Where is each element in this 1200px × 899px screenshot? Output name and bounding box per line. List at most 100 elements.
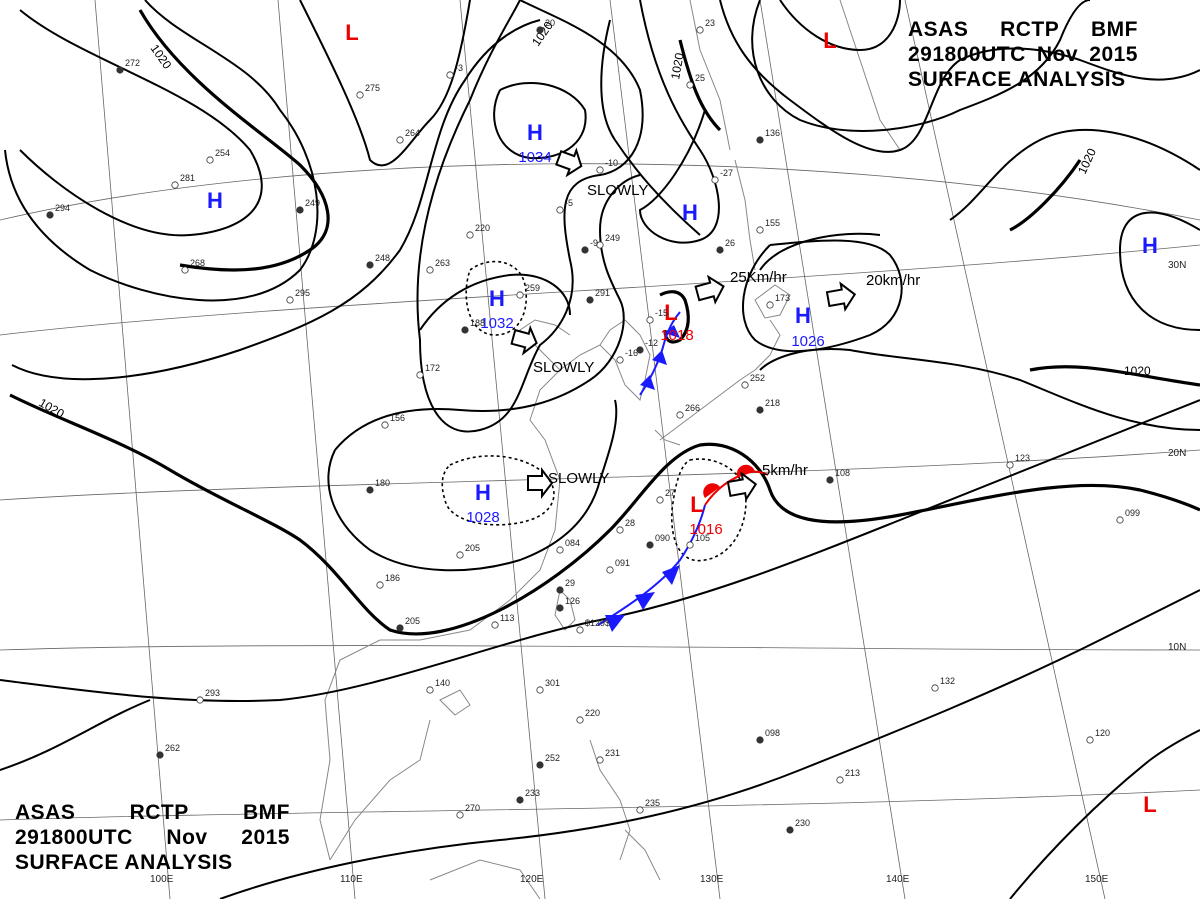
station-value-label: 301	[545, 678, 560, 688]
isobar	[4, 0, 319, 302]
title-line-1: ASAS RCTP BMF	[908, 17, 1138, 42]
isobar-1020	[138, 9, 330, 272]
isobar	[419, 273, 571, 331]
station-value-label: 099	[1125, 508, 1140, 518]
isobar-1020	[659, 290, 690, 344]
coast-russia-east	[689, 0, 731, 151]
station-marker	[536, 686, 544, 694]
isobar-1020	[1029, 365, 1200, 387]
latitude-line-20n	[0, 449, 1200, 501]
station-value-label: 108	[835, 468, 850, 478]
station-value-label: 188	[470, 318, 485, 328]
station-value-label: 264	[405, 128, 420, 138]
motion-arrows	[510, 147, 857, 502]
isobar	[416, 0, 644, 433]
station-marker	[646, 541, 654, 549]
isobar	[327, 399, 618, 572]
motion-arrow	[825, 281, 857, 312]
station-marker	[456, 811, 464, 819]
isobar	[759, 232, 881, 271]
coastlines	[319, 0, 901, 899]
isobar	[0, 699, 151, 771]
station-marker	[356, 91, 364, 99]
station-value-label: 105	[695, 533, 710, 543]
isobar-value-label: 1020	[148, 42, 175, 72]
high-pressure-center-value: 1032	[480, 315, 513, 332]
station-value-label: -10	[605, 158, 618, 168]
low-pressure-center-label: L	[345, 20, 358, 45]
station-value-label: 29	[565, 578, 575, 588]
coast-china-east	[319, 319, 626, 861]
station-value-label: -27	[720, 168, 733, 178]
motion-label: SLOWLY	[548, 470, 609, 487]
isobar	[751, 0, 1091, 132]
station-value-label: 248	[375, 253, 390, 263]
station-value-label: 295	[295, 288, 310, 298]
station-marker	[206, 156, 214, 164]
station-marker	[366, 486, 374, 494]
isobar	[638, 0, 720, 244]
dashed-isobar	[465, 260, 527, 336]
station-value-label: 205	[405, 616, 420, 626]
station-marker	[581, 246, 589, 254]
station-marker	[466, 231, 474, 239]
title-line-2: 291800UTC Nov 2015	[15, 825, 290, 850]
longitude-label: 140E	[886, 874, 910, 885]
station-marker	[756, 736, 764, 744]
latitude-label: 10N	[1168, 642, 1186, 653]
station-value-label: 231	[605, 748, 620, 758]
latitude-label: 20N	[1168, 448, 1186, 459]
station-marker	[756, 136, 764, 144]
isobar	[719, 0, 1200, 153]
station-value-label: 186	[385, 573, 400, 583]
cold-front-barb	[640, 375, 655, 390]
coast-japan-kyushu	[654, 429, 681, 446]
station-marker	[656, 496, 664, 504]
station-value-label: 291	[595, 288, 610, 298]
motion-arrow	[694, 274, 725, 305]
longitude-line-130e	[609, 0, 721, 899]
pressure-systems: H 1034 H H 1032 H 1028 H 1026 H H L L L …	[207, 20, 1158, 817]
longitude-label: 100E	[150, 874, 174, 885]
longitude-label: 150E	[1085, 874, 1109, 885]
station-marker	[616, 526, 624, 534]
coast-borneo	[429, 859, 541, 899]
station-value-label: 098	[765, 728, 780, 738]
dashed-isobar	[441, 455, 555, 526]
station-value-label: 249	[305, 198, 320, 208]
title-block-top: ASAS RCTP BMF 291800UTC Nov 2015 SURFACE…	[908, 17, 1138, 92]
motion-label: 25Km/hr	[730, 269, 787, 286]
station-marker	[556, 206, 564, 214]
isobar-1020	[678, 39, 722, 132]
station-value-label: 293	[205, 688, 220, 698]
title-product: ASAS	[15, 801, 76, 824]
station-value-label: 252	[545, 753, 560, 763]
title-station: RCTP	[1000, 18, 1060, 41]
isobar-1020	[1009, 159, 1082, 232]
station-value-label: 23	[705, 18, 715, 28]
station-marker	[786, 826, 794, 834]
title-product: ASAS	[908, 18, 969, 41]
station-value-label: 249	[605, 233, 620, 243]
isobar-value-label: 1020	[668, 51, 686, 80]
station-marker	[116, 66, 124, 74]
motion-label: 20km/hr	[866, 272, 920, 289]
station-marker	[756, 226, 764, 234]
station-marker	[586, 296, 594, 304]
station-marker	[686, 541, 694, 549]
isobar	[759, 348, 1200, 431]
station-value-label: 123	[1015, 453, 1030, 463]
station-marker	[606, 566, 614, 574]
station-marker	[576, 716, 584, 724]
station-value-label: 113	[500, 613, 514, 623]
station-value-label: 294	[55, 203, 70, 213]
station-marker	[456, 551, 464, 559]
isobar-value-label: 1020	[1075, 146, 1099, 176]
coast-korea	[599, 319, 651, 401]
high-pressure-center-label: H	[527, 120, 543, 145]
title-year: 2015	[1089, 43, 1138, 66]
title-time: 291800UTC	[15, 826, 133, 849]
station-value-label: 28	[625, 518, 635, 528]
